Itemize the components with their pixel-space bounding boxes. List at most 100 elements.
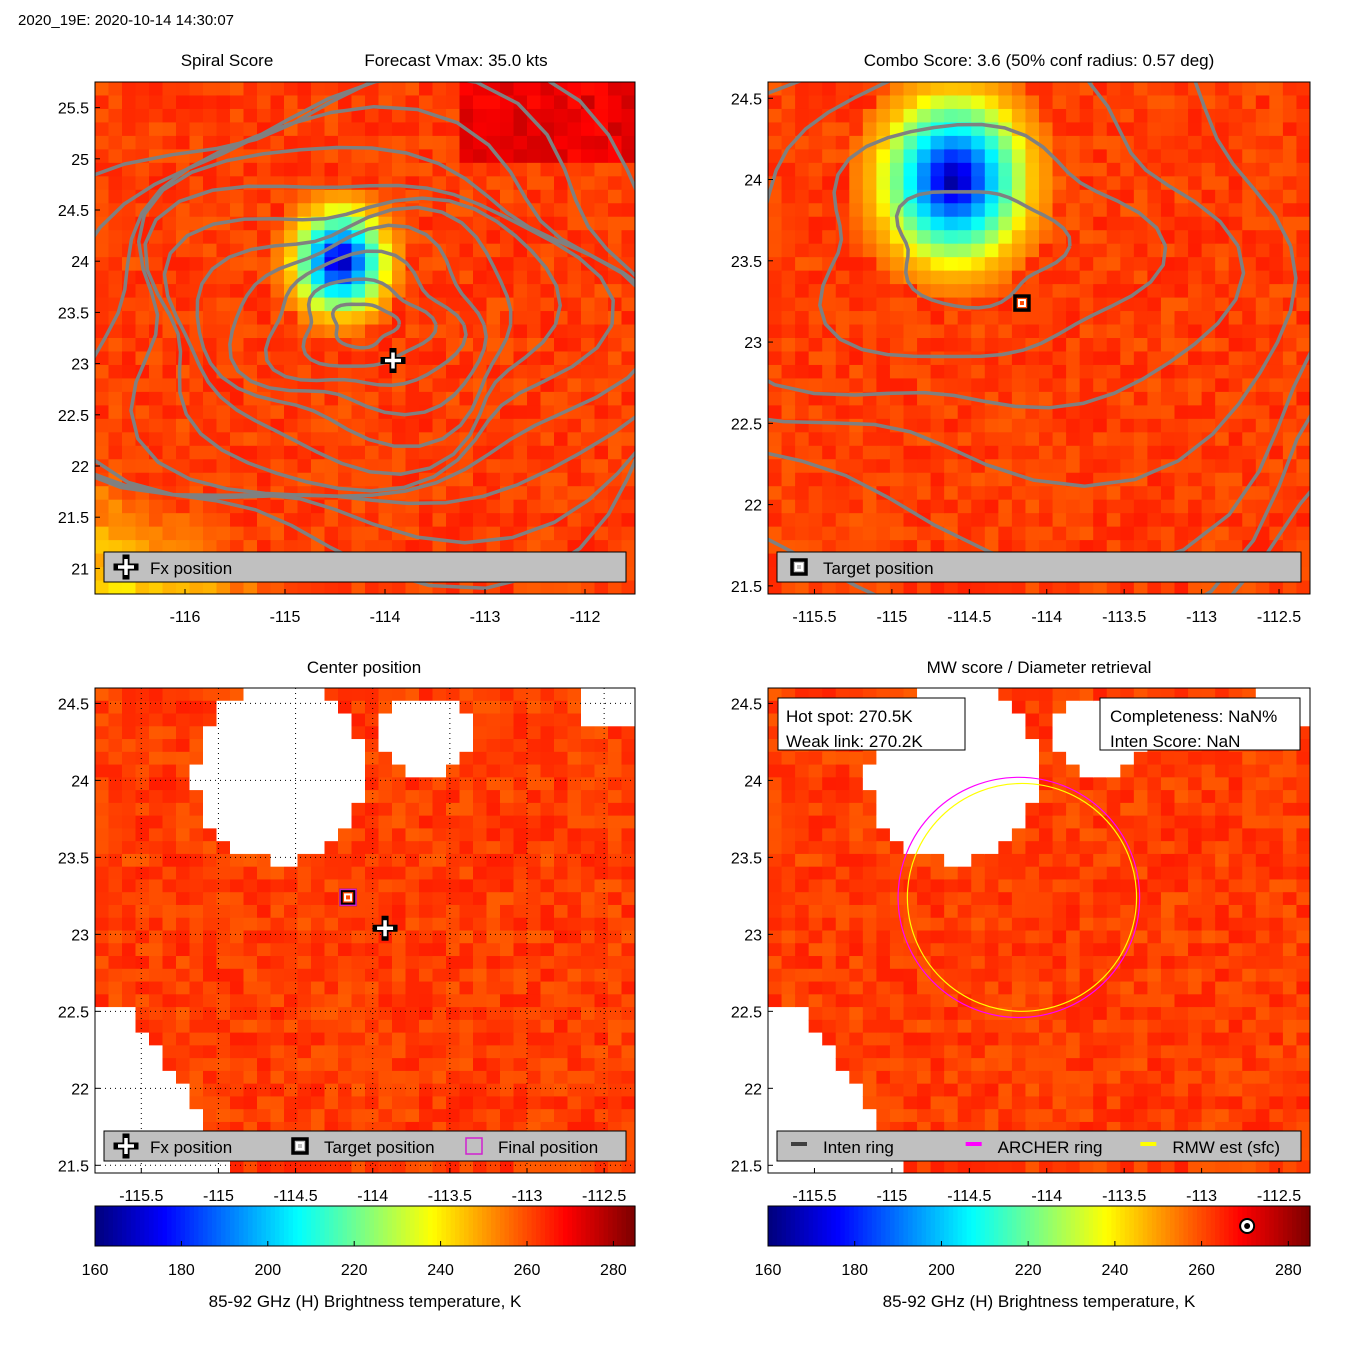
pixel-cell bbox=[176, 1070, 191, 1085]
pixel-cell bbox=[822, 580, 837, 594]
pixel-cell bbox=[1093, 351, 1108, 366]
pixel-cell bbox=[216, 418, 231, 433]
pixel-cell bbox=[876, 432, 891, 447]
pixel-cell bbox=[203, 751, 218, 766]
pixel-cell bbox=[1011, 108, 1027, 124]
pixel-cell bbox=[311, 981, 326, 995]
pixel-cell bbox=[581, 1160, 596, 1173]
final-position-marker bbox=[339, 888, 357, 907]
pixel-cell bbox=[781, 364, 796, 380]
plus-icon bbox=[113, 554, 139, 580]
pixel-cell bbox=[768, 981, 783, 995]
pixel-cell bbox=[781, 1160, 796, 1173]
pixel-cell bbox=[876, 405, 891, 420]
pixel-cell bbox=[621, 802, 635, 817]
pixel-cell bbox=[95, 82, 110, 97]
pixel-cell bbox=[270, 879, 285, 893]
pixel-cell bbox=[984, 108, 999, 124]
pixel-cell bbox=[621, 1070, 635, 1085]
pixel-cell bbox=[835, 364, 850, 380]
pixel-cell bbox=[1120, 459, 1135, 474]
pixel-cell bbox=[527, 1058, 542, 1072]
pixel-cell bbox=[944, 338, 959, 353]
pixel-cell bbox=[849, 1019, 864, 1034]
pixel-cell bbox=[446, 700, 461, 715]
pixel-cell bbox=[567, 324, 582, 339]
pixel-cell bbox=[795, 311, 810, 326]
pixel-cell bbox=[768, 815, 783, 829]
pixel-cell bbox=[351, 1007, 366, 1021]
pixel-cell bbox=[405, 364, 420, 380]
pixel-cell bbox=[378, 270, 393, 285]
target-outer bbox=[1013, 294, 1031, 312]
pixel-cell bbox=[257, 956, 272, 970]
pixel-cell bbox=[1025, 95, 1040, 110]
pixel-cell bbox=[849, 432, 864, 447]
pixel-cell bbox=[149, 364, 164, 380]
pixel-cell bbox=[243, 432, 258, 447]
pixel-cell bbox=[608, 828, 623, 842]
pixel-cell bbox=[473, 1160, 488, 1173]
pixel-cell bbox=[1066, 149, 1081, 164]
pixel-cell bbox=[270, 203, 285, 218]
pixel-cell bbox=[581, 994, 596, 1008]
pixel-cell bbox=[1011, 364, 1027, 380]
pixel-cell bbox=[1052, 580, 1067, 594]
pixel-cell bbox=[513, 815, 528, 829]
pixel-cell bbox=[1133, 324, 1148, 339]
pixel-cell bbox=[297, 930, 312, 944]
pixel-cell bbox=[1106, 378, 1121, 393]
pixel-cell bbox=[1079, 338, 1094, 353]
pixel-cell bbox=[473, 700, 488, 715]
pixel-cell bbox=[1282, 486, 1298, 501]
pixel-cell bbox=[594, 1096, 609, 1110]
pixel-cell bbox=[500, 405, 515, 420]
contour-line bbox=[330, 302, 402, 350]
pixel-cell bbox=[822, 405, 837, 420]
pixel-cell bbox=[405, 1070, 420, 1085]
pixel-cell bbox=[581, 790, 596, 804]
pixel-cell bbox=[540, 956, 555, 970]
pixel-cell bbox=[365, 777, 380, 791]
pixel-cell bbox=[1133, 189, 1148, 204]
pixel-cell bbox=[944, 284, 959, 299]
pixel-cell bbox=[1255, 391, 1270, 406]
pixel-cell bbox=[486, 311, 501, 326]
pixel-cell bbox=[122, 378, 137, 393]
pixel-cell bbox=[122, 95, 137, 110]
pixel-cell bbox=[405, 284, 420, 299]
pixel-cell bbox=[135, 790, 150, 804]
pixel-cell bbox=[432, 216, 447, 231]
pixel-cell bbox=[781, 351, 796, 366]
pixel-cell bbox=[432, 284, 447, 299]
pixel-cell bbox=[351, 1019, 366, 1034]
pixel-cell bbox=[581, 1070, 596, 1085]
pixel-cell bbox=[513, 853, 528, 868]
pixel-cell bbox=[297, 122, 312, 137]
x-tick-label: -113.5 bbox=[428, 1188, 472, 1205]
pixel-cell bbox=[405, 203, 420, 218]
pixel-cell bbox=[284, 540, 299, 555]
pixel-cell bbox=[594, 378, 609, 393]
pixel-cell bbox=[781, 841, 796, 855]
pixel-cell bbox=[513, 764, 528, 778]
pixel-cell bbox=[527, 189, 542, 204]
pixel-cell bbox=[1255, 324, 1270, 339]
pixel-cell bbox=[971, 108, 986, 124]
pixel-cell bbox=[608, 122, 623, 137]
pixel-cell bbox=[365, 700, 380, 715]
pixel-cell bbox=[1093, 243, 1108, 258]
pixel-cell bbox=[835, 802, 850, 817]
pixel-cell bbox=[1133, 297, 1148, 312]
pixel-cell bbox=[795, 257, 810, 272]
pixel-cell bbox=[203, 943, 218, 957]
pixel-cell bbox=[1174, 243, 1189, 258]
pixel-cell bbox=[1066, 203, 1081, 218]
pixel-cell bbox=[554, 1032, 569, 1046]
pixel-cell bbox=[1188, 499, 1203, 514]
pixel-cell bbox=[203, 230, 218, 245]
pixel-cell bbox=[621, 189, 635, 204]
pixel-cell bbox=[998, 82, 1013, 97]
pixel-cell bbox=[365, 1058, 380, 1072]
pixel-cell bbox=[835, 189, 850, 204]
